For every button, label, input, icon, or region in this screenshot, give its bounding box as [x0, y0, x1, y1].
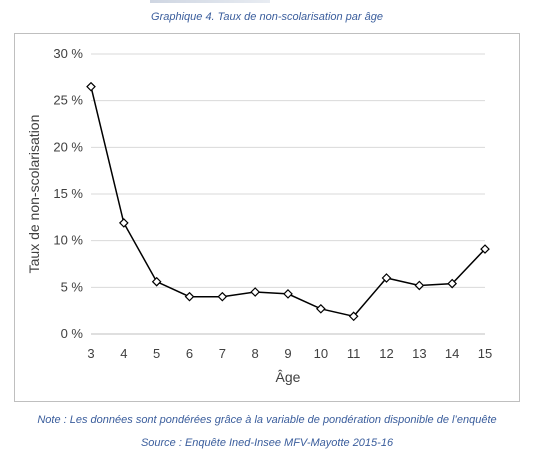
x-tick-label: 12: [379, 346, 393, 361]
series-line: [90, 86, 486, 318]
y-tick-label: 5 %: [61, 279, 84, 294]
y-tick-labels: 0 % 5 % 10 % 15 % 20 % 25 % 30 %: [53, 46, 83, 341]
x-tick-label: 4: [120, 346, 127, 361]
y-axis-title: Taux de non-scolarisation: [26, 115, 42, 274]
data-point: [283, 289, 293, 299]
chart-source: Source : Enquête Ined-Insee MFV-Mayotte …: [140, 437, 394, 449]
y-tick-label: 0 %: [61, 326, 84, 341]
data-point: [86, 81, 96, 92]
x-tick-label: 7: [219, 346, 226, 361]
chart-frame: 0 % 5 % 10 % 15 % 20 % 25 % 30 % 3 4 5 6 7 8 9 10 11 12…: [14, 33, 520, 402]
x-tick-label: 15: [478, 346, 492, 361]
x-tick-label: 6: [186, 346, 193, 361]
x-tick-labels: 3 4 5 6 7 8 9 10 11 12 13 14 15: [87, 346, 492, 361]
x-tick-label: 10: [314, 346, 328, 361]
x-tick-label: 13: [412, 346, 426, 361]
data-point: [381, 273, 392, 283]
chart-note: Note : Les données sont pondérées grâce …: [37, 414, 497, 426]
data-point: [217, 291, 228, 302]
y-tick-label: 25 %: [53, 93, 83, 108]
data-point: [447, 278, 458, 289]
data-point: [250, 287, 261, 297]
data-point: [480, 244, 490, 254]
x-axis-title: Âge: [276, 369, 301, 385]
data-point: [118, 218, 129, 228]
data-point: [184, 291, 195, 302]
chart-caption: Graphique 4. Taux de non-scolarisation p…: [151, 11, 383, 23]
y-tick-label: 10 %: [53, 233, 83, 248]
data-point: [414, 280, 425, 291]
x-tick-label: 5: [153, 346, 160, 361]
data-markers: [86, 81, 490, 322]
x-tick-label: 9: [284, 346, 291, 361]
data-point: [151, 276, 162, 287]
y-tick-label: 20 %: [53, 139, 83, 154]
x-tick-label: 11: [347, 346, 361, 361]
y-tick-label: 30 %: [53, 46, 83, 61]
x-tick-label: 3: [87, 346, 94, 361]
y-tick-label: 15 %: [53, 186, 83, 201]
x-tick-label: 14: [445, 346, 459, 361]
x-tick-label: 8: [252, 346, 259, 361]
line-chart: 0 % 5 % 10 % 15 % 20 % 25 % 30 % 3 4 5 6 7 8 9 10 11 12…: [26, 46, 492, 385]
gridlines: [91, 53, 485, 335]
data-point: [348, 311, 359, 322]
data-point: [315, 303, 326, 314]
cropped-text-strip: [150, 0, 270, 3]
